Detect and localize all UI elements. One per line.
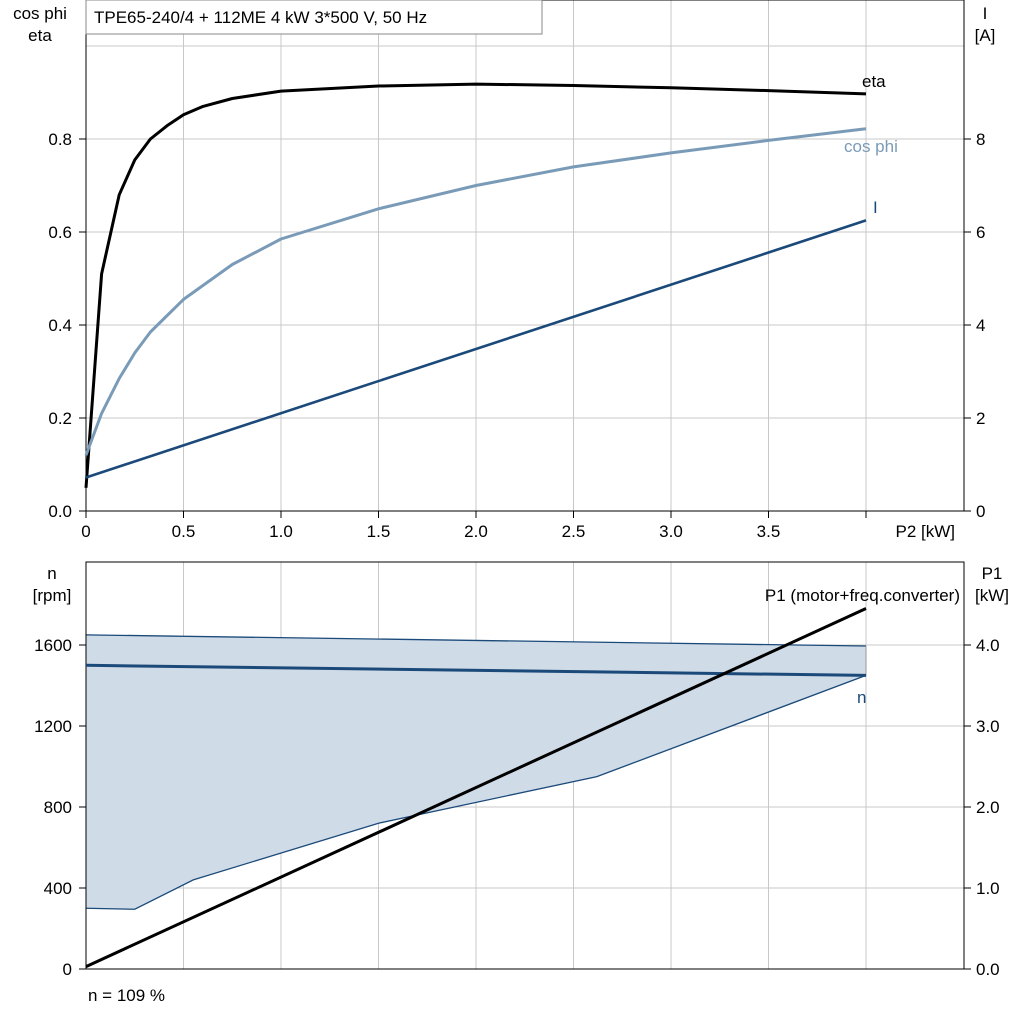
- bottom-right-tick-label: 0.0: [976, 960, 1000, 979]
- x-axis-label: P2 [kW]: [895, 522, 955, 541]
- x-tick-label: 1.0: [269, 522, 293, 541]
- top-right-tick-label: 2: [976, 409, 985, 428]
- top-left-tick-label: 0.4: [48, 316, 72, 335]
- top-ticks: 0 0.5 1.0 1.5 2.0 2.5 3.0 3.5 0.0 0.2 0.4 0.6 0.8 0 2 4…: [48, 130, 985, 541]
- chart-title: TPE65-240/4 + 112ME 4 kW 3*500 V, 50 Hz: [94, 8, 427, 27]
- top-left-tick-label: 0.6: [48, 223, 72, 242]
- bottom-right-axis-label-1: P1: [982, 564, 1003, 583]
- top-right-tick-label: 4: [976, 316, 985, 335]
- x-tick-label: 0.5: [172, 522, 196, 541]
- series-line-cos-phi: [84, 127, 867, 456]
- bottom-left-axis-label-1: n: [47, 564, 56, 583]
- bottom-left-tick-label: 1200: [34, 717, 72, 736]
- bottom-band: [85, 634, 867, 910]
- bottom-right-axis-label-2: [kW]: [975, 586, 1009, 605]
- top-grid: [86, 0, 964, 511]
- top-chart: 0 0.5 1.0 1.5 2.0 2.5 3.0 3.5 0.0 0.2 0.4 0.6 0.8 0 2 4…: [13, 0, 995, 541]
- label-eta: eta: [862, 72, 886, 91]
- bottom-right-tick-label: 4.0: [976, 636, 1000, 655]
- bottom-series: [85, 607, 867, 968]
- bottom-left-axis-label-2: [rpm]: [33, 586, 72, 605]
- series-line-speed: [85, 663, 867, 677]
- top-right-axis-label-1: I: [983, 4, 988, 23]
- top-frame: [85, 0, 965, 512]
- top-right-tick-label: 6: [976, 223, 985, 242]
- speed-band-upper: [85, 634, 867, 647]
- series-line-i: [85, 219, 867, 479]
- x-tick-label: 3.5: [757, 522, 781, 541]
- bottom-right-tick-label: 1.0: [976, 879, 1000, 898]
- x-tick-label: 0: [81, 522, 90, 541]
- bottom-right-tick-label: 3.0: [976, 717, 1000, 736]
- speed-range-band: [86, 634, 866, 910]
- bottom-left-tick-label: 0: [63, 960, 72, 979]
- x-tick-label: 1.5: [367, 522, 391, 541]
- top-left-tick-label: 0.8: [48, 130, 72, 149]
- top-right-tick-label: 8: [976, 130, 985, 149]
- x-tick-label: 2.0: [464, 522, 488, 541]
- bottom-left-tick-label: 400: [44, 879, 72, 898]
- top-left-axis-label-1: cos phi: [13, 4, 67, 23]
- series-line-eta: [84, 82, 867, 488]
- series-line-p1: [85, 607, 867, 968]
- bottom-left-tick-label: 1600: [34, 636, 72, 655]
- label-p1: P1 (motor+freq.converter): [765, 586, 960, 605]
- bottom-ticks: 0 400 800 1200 1600 0.0 1.0 2.0 3.0 4.0: [34, 636, 999, 979]
- top-left-tick-label: 0.0: [48, 502, 72, 521]
- speed-band-lower: [85, 674, 867, 910]
- label-cos-phi: cos phi: [844, 137, 898, 156]
- top-left-tick-label: 0.2: [48, 409, 72, 428]
- top-right-axis-label-2: [A]: [975, 26, 996, 45]
- footnote: n = 109 %: [88, 986, 165, 1005]
- title-box: [85, 0, 543, 35]
- x-tick-label: 2.5: [562, 522, 586, 541]
- bottom-right-tick-label: 2.0: [976, 798, 1000, 817]
- bottom-left-tick-label: 800: [44, 798, 72, 817]
- top-right-tick-label: 0: [976, 502, 985, 521]
- label-current: I: [873, 198, 878, 217]
- top-left-axis-label-2: eta: [28, 26, 52, 45]
- bottom-frame: [85, 561, 965, 970]
- label-speed: n: [857, 688, 866, 707]
- bottom-chart: 0 400 800 1200 1600 0.0 1.0 2.0 3.0 4.0 n [rpm] P…: [33, 561, 1009, 1005]
- top-series: [84, 82, 867, 488]
- x-tick-label: 3.0: [659, 522, 683, 541]
